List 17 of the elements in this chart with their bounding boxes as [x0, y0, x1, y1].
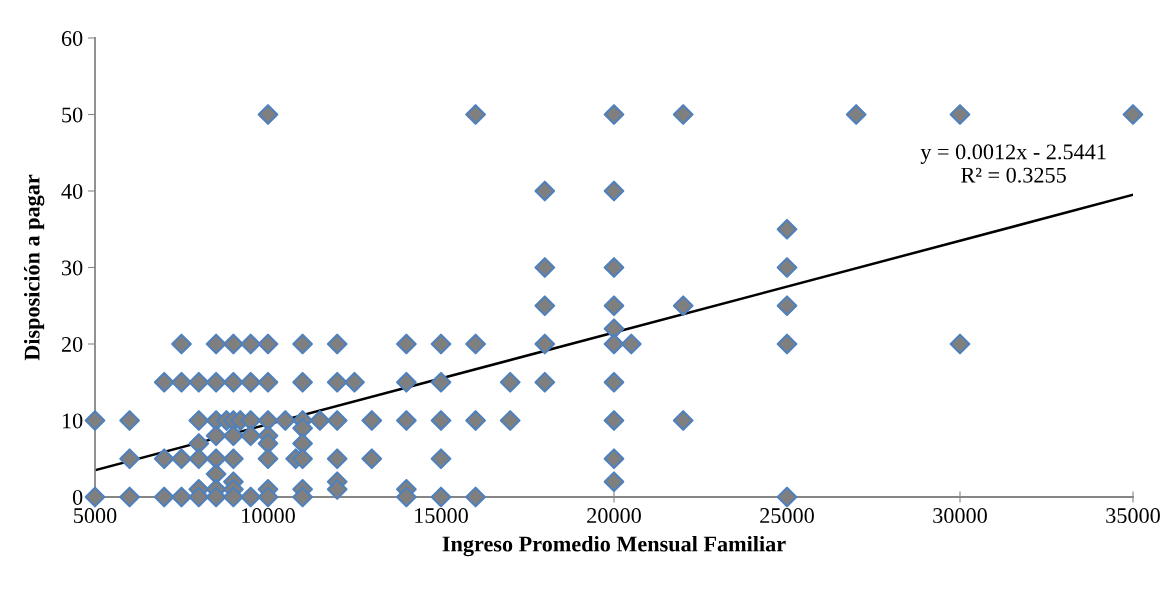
x-tick-label: 35000: [1106, 508, 1160, 524]
y-tick-label: 10: [62, 413, 83, 429]
y-tick-label: 0: [72, 489, 83, 505]
y-tick-label: 30: [62, 260, 83, 276]
x-tick-label: 20000: [587, 508, 641, 524]
y-tick-label: 40: [61, 183, 83, 199]
y-tick-label: 20: [61, 336, 83, 352]
x-tick-label: 15000: [415, 508, 468, 524]
x-axis-title: Ingreso Promedio Mensual Familiar: [442, 535, 786, 557]
x-tick-label: 30000: [933, 508, 987, 524]
annotation: y = 0.0012x - 2.5441 R² = 0.3255: [920, 144, 1106, 183]
y-axis-title: Disposición a pagar: [23, 174, 45, 361]
x-tick-label: 5000: [74, 508, 117, 524]
y-tick-label: 50: [62, 107, 83, 123]
x-tick-label: 10000: [242, 508, 295, 524]
y-tick-label: 60: [61, 30, 83, 46]
x-tick-label: 25000: [760, 508, 814, 524]
